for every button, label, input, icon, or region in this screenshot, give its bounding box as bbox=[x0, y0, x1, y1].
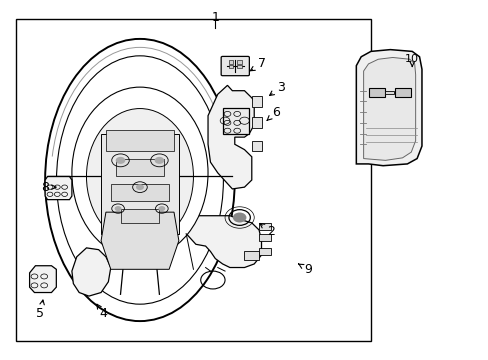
Circle shape bbox=[158, 206, 165, 211]
FancyBboxPatch shape bbox=[120, 208, 159, 223]
Polygon shape bbox=[356, 50, 421, 166]
Polygon shape bbox=[45, 176, 72, 200]
FancyBboxPatch shape bbox=[222, 108, 249, 134]
FancyBboxPatch shape bbox=[116, 158, 164, 176]
FancyBboxPatch shape bbox=[251, 117, 262, 128]
Circle shape bbox=[136, 184, 143, 190]
Ellipse shape bbox=[72, 87, 207, 258]
Circle shape bbox=[232, 212, 246, 222]
Text: 10: 10 bbox=[405, 54, 418, 67]
FancyBboxPatch shape bbox=[237, 60, 241, 64]
Polygon shape bbox=[30, 266, 56, 293]
Circle shape bbox=[116, 157, 125, 164]
FancyBboxPatch shape bbox=[259, 248, 271, 255]
Text: 1: 1 bbox=[211, 11, 219, 24]
Text: 4: 4 bbox=[97, 304, 107, 320]
Polygon shape bbox=[72, 248, 111, 296]
FancyBboxPatch shape bbox=[384, 91, 393, 94]
Polygon shape bbox=[207, 85, 254, 189]
FancyBboxPatch shape bbox=[221, 57, 249, 76]
Text: 9: 9 bbox=[298, 263, 311, 276]
FancyBboxPatch shape bbox=[101, 134, 179, 234]
Ellipse shape bbox=[45, 39, 234, 321]
Text: 7: 7 bbox=[250, 57, 265, 71]
Ellipse shape bbox=[106, 141, 174, 219]
Text: 6: 6 bbox=[266, 105, 280, 120]
Text: 3: 3 bbox=[269, 81, 285, 95]
Circle shape bbox=[154, 157, 164, 164]
Text: 2: 2 bbox=[259, 224, 275, 238]
FancyBboxPatch shape bbox=[394, 88, 410, 97]
Text: 5: 5 bbox=[36, 300, 44, 320]
FancyBboxPatch shape bbox=[106, 130, 174, 152]
FancyBboxPatch shape bbox=[259, 234, 271, 241]
FancyBboxPatch shape bbox=[368, 88, 384, 97]
Text: 8: 8 bbox=[41, 181, 56, 194]
FancyBboxPatch shape bbox=[228, 64, 233, 68]
Polygon shape bbox=[363, 58, 415, 160]
Bar bbox=[16, 19, 370, 341]
Polygon shape bbox=[186, 216, 261, 267]
FancyBboxPatch shape bbox=[259, 223, 271, 230]
FancyBboxPatch shape bbox=[244, 251, 259, 260]
FancyBboxPatch shape bbox=[251, 96, 262, 107]
FancyBboxPatch shape bbox=[228, 60, 233, 64]
Ellipse shape bbox=[86, 109, 193, 244]
Circle shape bbox=[114, 206, 122, 211]
FancyBboxPatch shape bbox=[251, 141, 262, 152]
FancyBboxPatch shape bbox=[111, 184, 169, 202]
FancyBboxPatch shape bbox=[237, 64, 241, 68]
Polygon shape bbox=[101, 212, 179, 269]
